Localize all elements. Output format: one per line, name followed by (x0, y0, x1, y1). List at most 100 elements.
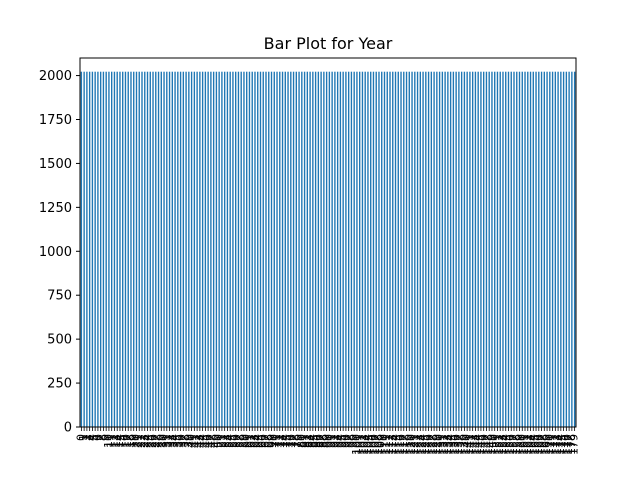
y-tick-label: 1000 (39, 245, 72, 260)
bar (540, 71, 543, 428)
x-tick-label: 156 (504, 434, 517, 455)
bar (298, 71, 300, 428)
bar (347, 71, 350, 428)
bar (88, 71, 91, 428)
x-tick-label: 75 (281, 434, 294, 448)
bar (113, 71, 116, 428)
x-tick-label: 56 (229, 434, 242, 448)
y-tick-label: 1250 (39, 201, 72, 216)
bar (394, 71, 397, 428)
x-tick-label: 133 (441, 434, 454, 455)
x-tick-label: 165 (529, 434, 542, 455)
y-tick-label: 1500 (39, 157, 72, 172)
bar (325, 71, 328, 428)
x-tick-label: 26 (146, 434, 159, 448)
bar (116, 71, 118, 428)
x-tick-label: 18 (124, 434, 137, 448)
bar (425, 71, 427, 428)
bar (265, 71, 267, 428)
bar (405, 71, 408, 428)
bar (565, 71, 568, 428)
bar (499, 71, 501, 428)
bar (477, 71, 479, 428)
bar (364, 71, 366, 428)
bar (543, 71, 545, 428)
bar (237, 71, 240, 428)
x-tick-label: 47 (204, 434, 217, 448)
x-tick-label: 147 (479, 434, 492, 455)
x-tick-label: 97 (342, 434, 355, 448)
bar (452, 71, 455, 428)
x-tick-label: 110 (377, 434, 390, 455)
bar (292, 71, 295, 428)
bar (403, 71, 405, 428)
x-tick-label: 17 (121, 434, 134, 448)
bar (270, 71, 273, 428)
bar (518, 71, 521, 428)
x-tick-label: 169 (540, 434, 553, 455)
bar (303, 71, 306, 428)
bar (430, 71, 433, 428)
x-tick-label: 104 (361, 434, 374, 455)
bar (281, 71, 284, 428)
bar (218, 71, 220, 428)
bar (284, 71, 286, 428)
x-tick-label: 20 (129, 434, 142, 448)
x-tick-label: 27 (149, 434, 162, 448)
x-tick-label: 92 (328, 434, 341, 448)
x-tick-label: 123 (413, 434, 426, 455)
y-tick-label: 750 (47, 289, 72, 304)
bar (80, 71, 83, 428)
x-tick-label: 102 (355, 434, 368, 455)
x-tick-label: 2 (80, 434, 93, 441)
bar (449, 71, 452, 428)
x-tick-label: 85 (309, 434, 322, 448)
x-tick-label: 138 (455, 434, 468, 455)
bar (215, 71, 218, 428)
bar (314, 71, 317, 428)
x-tick-label: 23 (138, 434, 151, 448)
x-tick-label: 155 (501, 434, 514, 455)
bar (160, 71, 162, 428)
bar (259, 71, 262, 428)
bar (367, 71, 369, 428)
bar (546, 71, 548, 428)
x-tick-label: 49 (209, 434, 222, 448)
x-tick-label: 173 (551, 434, 564, 455)
x-tick-label: 32 (163, 434, 176, 448)
bar (408, 71, 410, 428)
bar (309, 71, 311, 428)
bar (568, 71, 570, 428)
x-tick-label: 16 (118, 434, 131, 448)
bar (152, 71, 154, 428)
bar (221, 71, 223, 428)
x-tick-label: 90 (322, 434, 335, 448)
bar (455, 71, 457, 428)
bar (204, 71, 207, 428)
bar (262, 71, 264, 428)
x-tick-label: 126 (422, 434, 435, 455)
bar (257, 71, 259, 428)
x-tick-label: 58 (234, 434, 247, 448)
bar (361, 71, 364, 428)
bar (474, 71, 477, 428)
x-tick-label: 37 (176, 434, 189, 448)
bar (146, 71, 149, 428)
x-tick-label: 39 (182, 434, 195, 448)
bar (290, 71, 292, 428)
x-tick-label: 115 (391, 434, 404, 455)
bar (320, 71, 322, 428)
x-tick-label: 80 (295, 434, 308, 448)
x-tick-label: 40 (185, 434, 198, 448)
x-tick-label: 170 (543, 434, 556, 455)
bar (554, 71, 557, 428)
x-tick-label: 79 (292, 434, 305, 448)
bar (86, 71, 88, 428)
bar (149, 71, 151, 428)
x-tick-label: 64 (251, 434, 264, 448)
x-tick-label: 48 (207, 434, 220, 448)
x-axis: 0123456789101112131415161718192021222324… (74, 427, 581, 455)
bar (171, 71, 173, 428)
bar (505, 71, 507, 428)
